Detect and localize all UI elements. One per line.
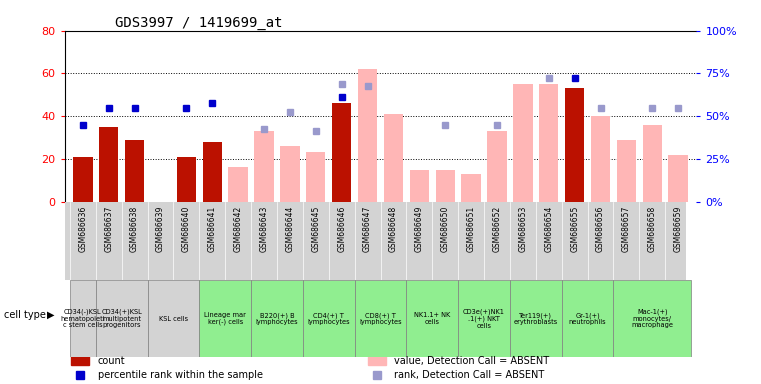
- Bar: [303, 280, 355, 357]
- Text: GSM686654: GSM686654: [544, 205, 553, 252]
- Bar: [125, 140, 145, 202]
- Bar: [99, 127, 119, 202]
- Text: GSM686646: GSM686646: [337, 205, 346, 252]
- Text: GSM686640: GSM686640: [182, 205, 191, 252]
- Text: percentile rank within the sample: percentile rank within the sample: [97, 371, 263, 381]
- Bar: [202, 142, 222, 202]
- Bar: [368, 355, 386, 365]
- Text: GSM686653: GSM686653: [518, 205, 527, 252]
- Bar: [616, 140, 636, 202]
- Text: GSM686657: GSM686657: [622, 205, 631, 252]
- Text: GSM686650: GSM686650: [441, 205, 450, 252]
- Bar: [306, 152, 326, 202]
- Bar: [461, 174, 481, 202]
- Bar: [487, 131, 507, 202]
- Bar: [177, 157, 196, 202]
- Bar: [355, 280, 406, 357]
- Bar: [70, 280, 96, 357]
- Text: GSM686648: GSM686648: [389, 205, 398, 252]
- Text: value, Detection Call = ABSENT: value, Detection Call = ABSENT: [394, 356, 549, 366]
- Text: ▶: ▶: [47, 310, 55, 320]
- Bar: [539, 84, 559, 202]
- Text: CD3e(+)NK1
.1(+) NKT
cells: CD3e(+)NK1 .1(+) NKT cells: [463, 309, 505, 329]
- Text: Gr-1(+)
neutrophils: Gr-1(+) neutrophils: [568, 312, 607, 325]
- Text: GSM686659: GSM686659: [673, 205, 683, 252]
- Bar: [510, 280, 562, 357]
- Text: GSM686652: GSM686652: [492, 205, 501, 252]
- Bar: [73, 157, 93, 202]
- Bar: [96, 280, 148, 357]
- Bar: [565, 88, 584, 202]
- Text: GSM686642: GSM686642: [234, 205, 243, 252]
- Text: GSM686636: GSM686636: [78, 205, 88, 252]
- Bar: [642, 125, 662, 202]
- Text: GSM686656: GSM686656: [596, 205, 605, 252]
- Bar: [332, 103, 352, 202]
- Bar: [458, 280, 510, 357]
- Text: NK1.1+ NK
cells: NK1.1+ NK cells: [414, 313, 451, 325]
- Text: GSM686638: GSM686638: [130, 205, 139, 252]
- Text: Mac-1(+)
monocytes/
macrophage: Mac-1(+) monocytes/ macrophage: [632, 309, 673, 328]
- Bar: [613, 280, 691, 357]
- Text: KSL cells: KSL cells: [159, 316, 188, 322]
- Text: GSM686637: GSM686637: [104, 205, 113, 252]
- Text: CD34(-)KSL
hematopoieti
c stem cells: CD34(-)KSL hematopoieti c stem cells: [60, 309, 105, 328]
- Bar: [384, 114, 403, 202]
- Bar: [591, 116, 610, 202]
- Text: GDS3997 / 1419699_at: GDS3997 / 1419699_at: [115, 16, 283, 30]
- Bar: [71, 355, 89, 365]
- Text: GSM686647: GSM686647: [363, 205, 372, 252]
- Bar: [199, 280, 251, 357]
- Text: GSM686641: GSM686641: [208, 205, 217, 252]
- Bar: [358, 69, 377, 202]
- Text: B220(+) B
lymphocytes: B220(+) B lymphocytes: [256, 312, 298, 325]
- Text: GSM686644: GSM686644: [285, 205, 295, 252]
- Text: cell type: cell type: [4, 310, 46, 320]
- Text: GSM686639: GSM686639: [156, 205, 165, 252]
- Bar: [280, 146, 300, 202]
- Text: Lineage mar
ker(-) cells: Lineage mar ker(-) cells: [204, 312, 246, 325]
- Bar: [513, 84, 533, 202]
- Bar: [435, 170, 455, 202]
- Text: Ter119(+)
erythroblasts: Ter119(+) erythroblasts: [514, 312, 558, 325]
- Bar: [228, 167, 248, 202]
- Bar: [562, 280, 613, 357]
- Text: GSM686645: GSM686645: [311, 205, 320, 252]
- Text: GSM686655: GSM686655: [570, 205, 579, 252]
- Text: CD8(+) T
lymphocytes: CD8(+) T lymphocytes: [359, 312, 402, 325]
- Bar: [406, 280, 458, 357]
- Bar: [148, 280, 199, 357]
- Bar: [668, 155, 688, 202]
- Text: count: count: [97, 356, 125, 366]
- Text: GSM686649: GSM686649: [415, 205, 424, 252]
- Text: GSM686651: GSM686651: [466, 205, 476, 252]
- Text: rank, Detection Call = ABSENT: rank, Detection Call = ABSENT: [394, 371, 545, 381]
- Text: CD4(+) T
lymphocytes: CD4(+) T lymphocytes: [307, 312, 350, 325]
- Text: GSM686643: GSM686643: [260, 205, 269, 252]
- Bar: [409, 170, 429, 202]
- Bar: [251, 280, 303, 357]
- Text: GSM686658: GSM686658: [648, 205, 657, 252]
- Bar: [254, 131, 274, 202]
- Text: CD34(+)KSL
multipotent
progenitors: CD34(+)KSL multipotent progenitors: [101, 309, 142, 328]
